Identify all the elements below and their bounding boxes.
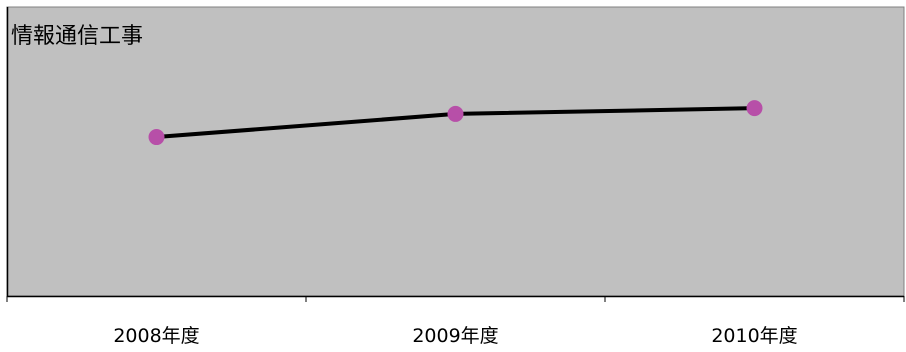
plot-area xyxy=(6,6,905,297)
data-point xyxy=(746,100,763,117)
data-point xyxy=(148,129,165,146)
x-axis-tick-labels: 2008年度 2009年度 2010年度 xyxy=(113,325,797,347)
series-group xyxy=(148,100,763,146)
chart-title: 情報通信工事 xyxy=(11,24,143,49)
data-point xyxy=(447,105,464,122)
x-axis-ticks xyxy=(6,296,905,302)
x-tick-label: 2008年度 xyxy=(113,325,199,347)
x-tick-label: 2009年度 xyxy=(412,325,498,347)
x-tick-label: 2010年度 xyxy=(711,325,797,347)
